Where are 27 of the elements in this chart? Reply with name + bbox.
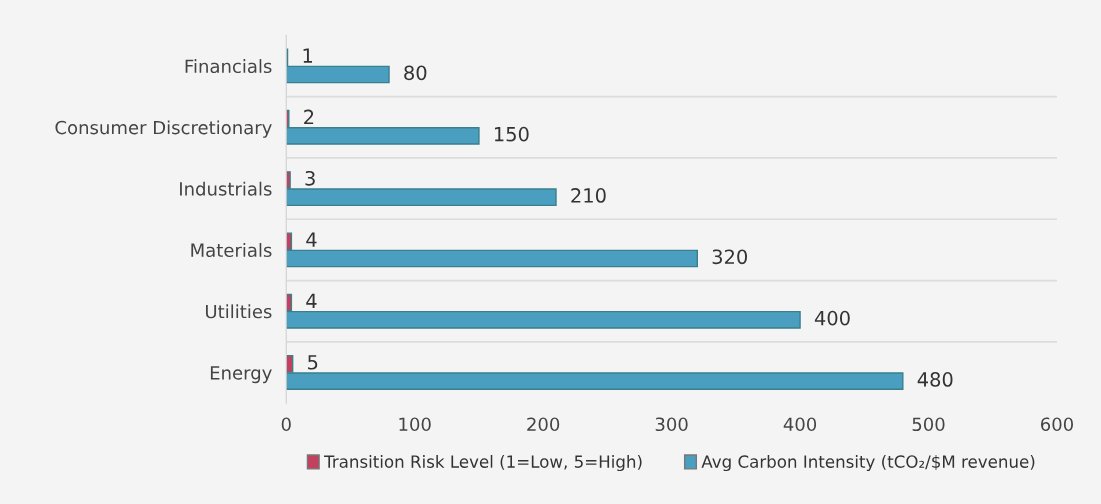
data-label: 3 [305, 170, 315, 186]
x-tick-label: 100 [399, 417, 431, 432]
data-label: 320 [712, 249, 748, 265]
y-tick-label: Industrials [180, 181, 272, 196]
data-label: 80 [404, 65, 427, 81]
legend-label: Avg Carbon Intensity (tCO₂/$M revenue) [701, 454, 1035, 472]
data-label: 1 [303, 48, 313, 63]
y-tick-label: Energy [210, 366, 272, 384]
x-tick-label: 300 [655, 417, 688, 432]
y-tick-label: Materials [191, 243, 272, 258]
x-tick-label: 400 [783, 417, 817, 432]
data-label: 150 [494, 126, 529, 142]
y-tick-label: Consumer Discretionary [55, 120, 272, 138]
x-tick-label: 200 [527, 417, 560, 432]
y-tick-label: Financials [185, 59, 272, 74]
data-label: 400 [814, 310, 850, 326]
legend-label: Transition Risk Level (1=Low, 5=High) [324, 454, 642, 472]
x-tick-label: 0 [281, 417, 291, 432]
data-label: 2 [304, 109, 314, 125]
x-tick-label: 600 [1040, 417, 1073, 432]
data-label: 480 [917, 372, 953, 387]
x-tick-label: 500 [912, 417, 945, 432]
y-tick-label: Utilities [205, 304, 272, 319]
data-label: 4 [306, 232, 317, 247]
data-label: 4 [306, 293, 317, 308]
data-label: 210 [571, 188, 606, 203]
data-label: 5 [308, 355, 318, 370]
